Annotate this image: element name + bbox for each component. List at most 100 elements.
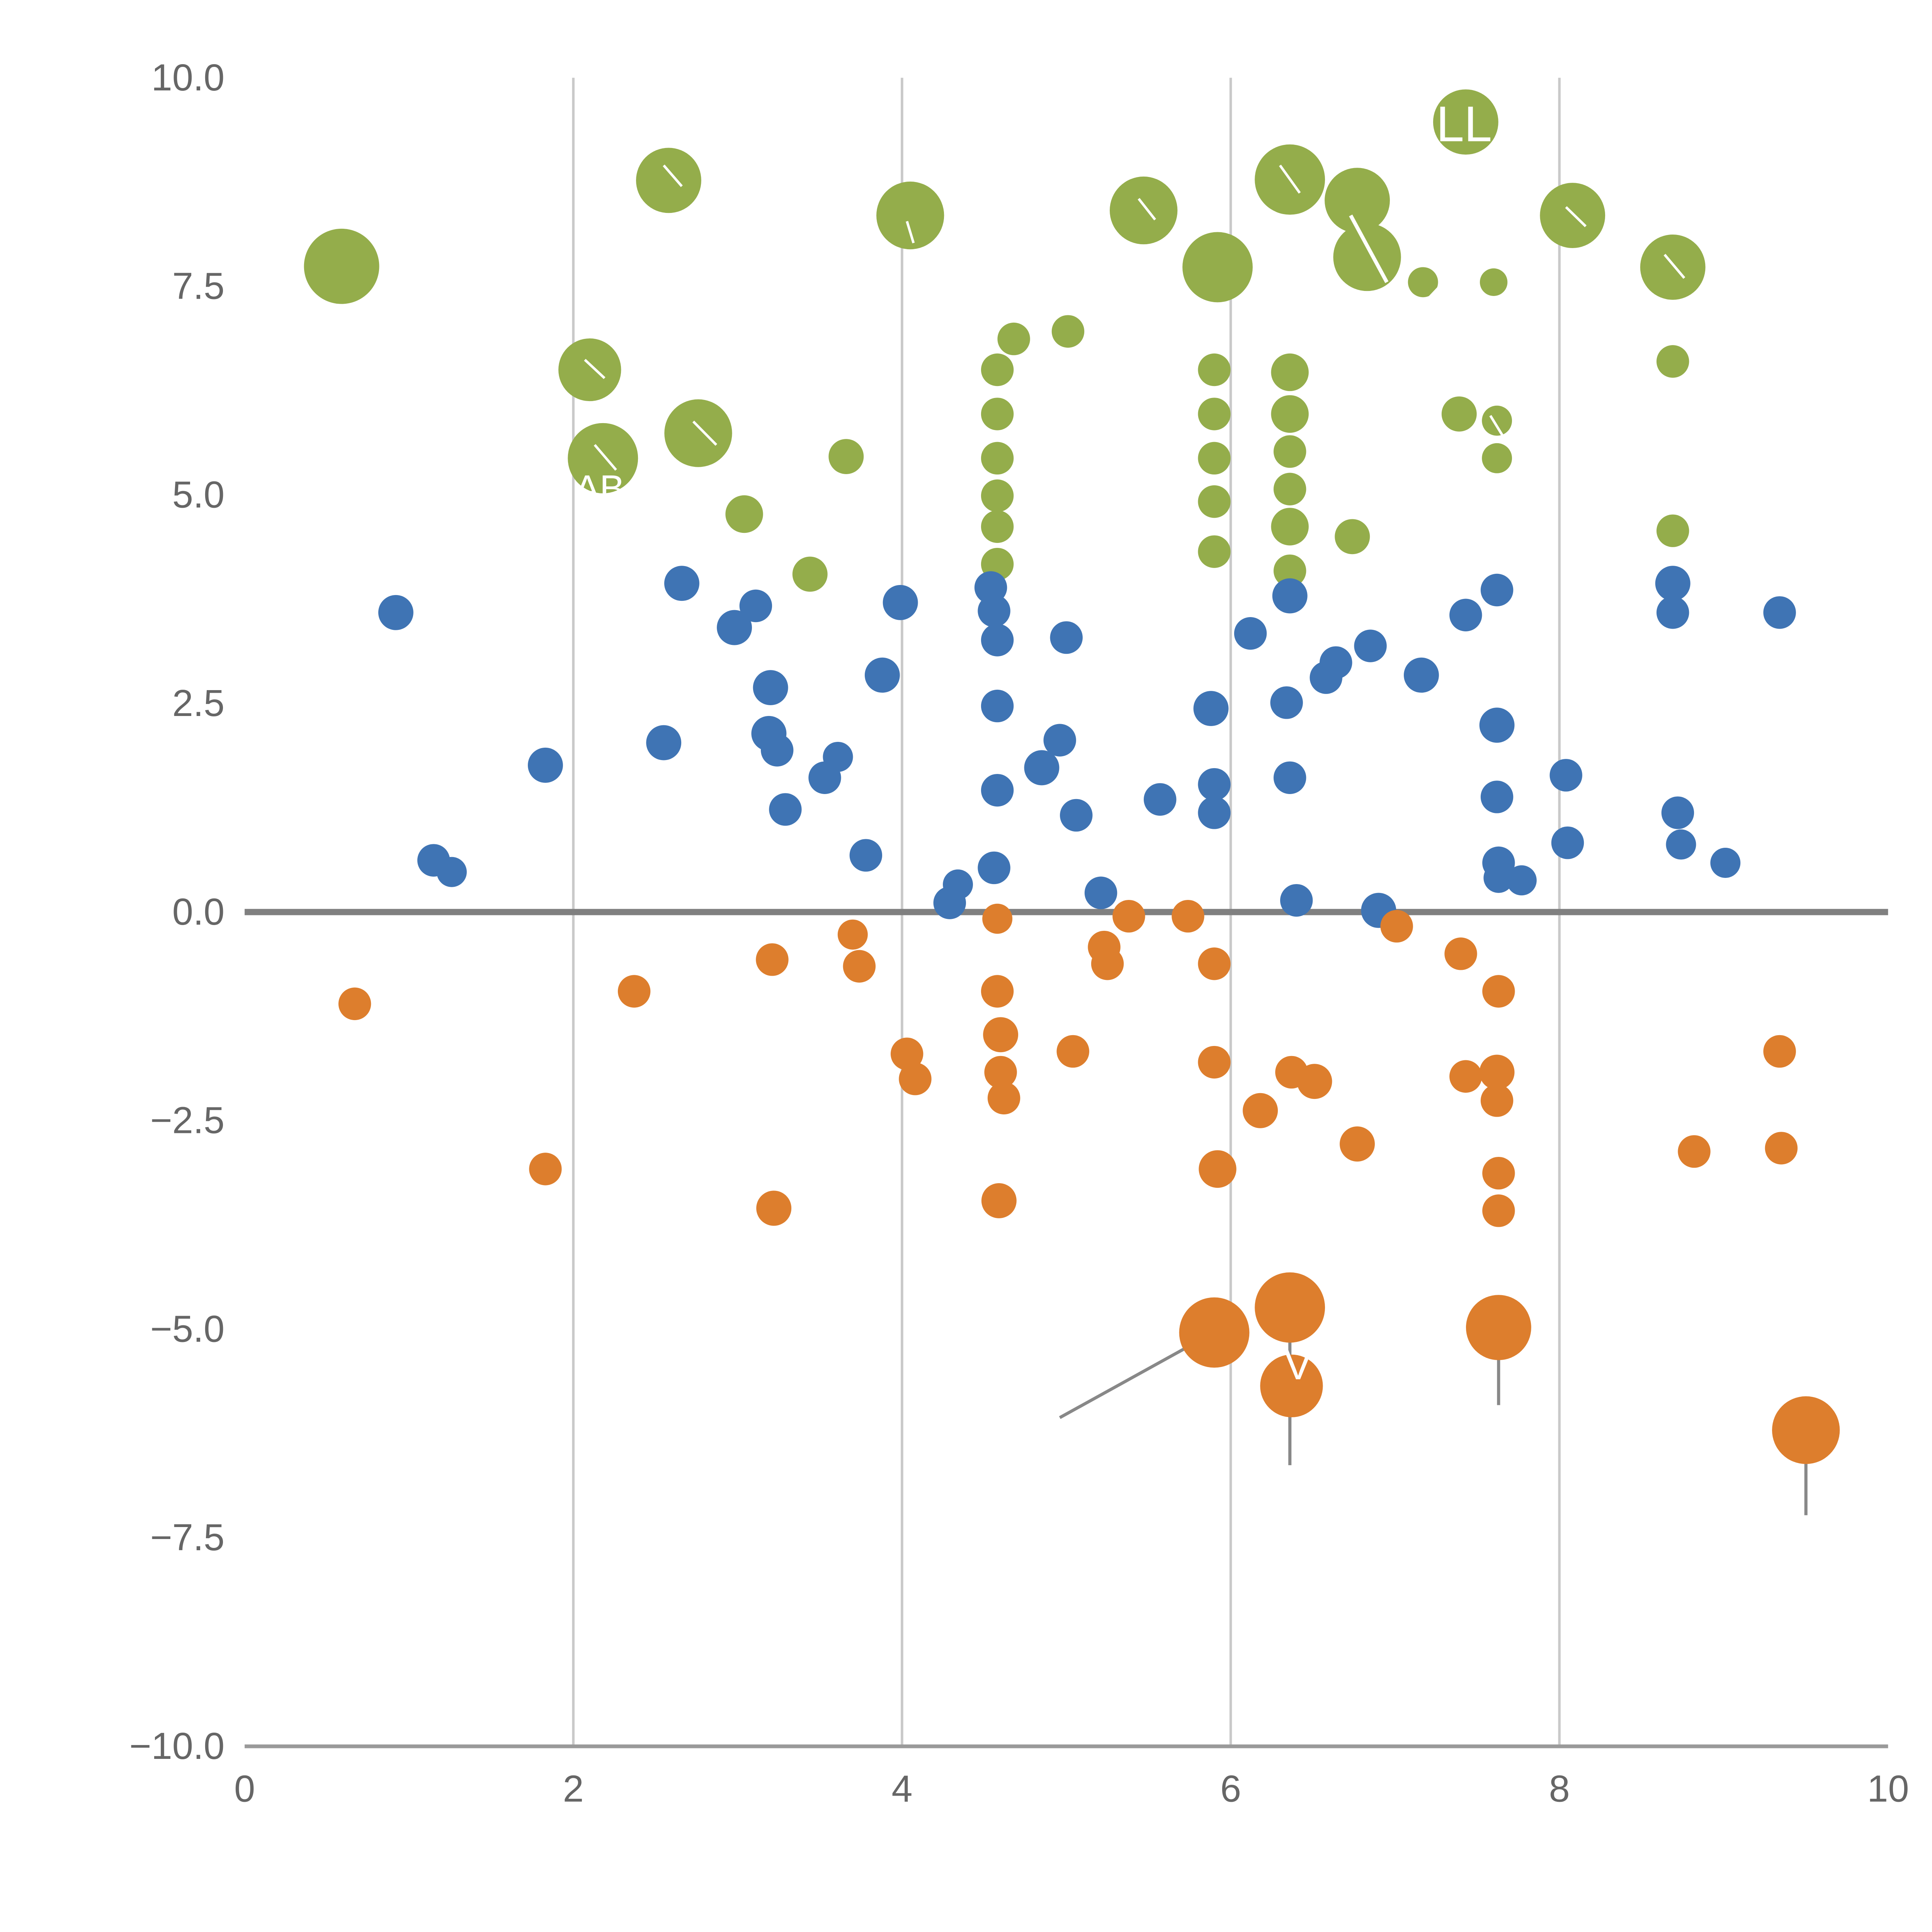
data-point-green-group bbox=[981, 510, 1014, 543]
data-point-orange-group bbox=[1482, 1156, 1515, 1190]
data-point-green-group bbox=[1198, 442, 1231, 475]
data-point-orange-group bbox=[981, 975, 1014, 1008]
data-point-blue-group bbox=[646, 725, 682, 760]
data-point-green-group bbox=[792, 556, 828, 592]
data-point-blue-group bbox=[1050, 621, 1083, 654]
data-point-green-group bbox=[876, 181, 944, 250]
data-point-blue-group bbox=[769, 793, 802, 826]
x-tick-label: 0 bbox=[234, 1767, 255, 1810]
data-point-blue-group bbox=[1710, 848, 1741, 878]
data-point-green-group bbox=[981, 479, 1014, 512]
data-point-green-group bbox=[1198, 398, 1231, 430]
data-point-blue-group bbox=[1280, 884, 1313, 917]
data-point-green-group bbox=[1335, 519, 1370, 554]
data-point-orange-group bbox=[1198, 947, 1231, 980]
y-tick-label: −10.0 bbox=[129, 1725, 224, 1767]
data-point-green-group bbox=[1182, 232, 1253, 303]
data-point-green-group bbox=[636, 148, 701, 213]
annotation-white-mark bbox=[1427, 275, 1451, 300]
x-tick-label: 2 bbox=[563, 1767, 584, 1810]
data-point-blue-group bbox=[1480, 573, 1514, 607]
data-point-green-group bbox=[981, 353, 1014, 386]
data-point-green-group bbox=[664, 399, 732, 467]
data-point-orange-group bbox=[1380, 910, 1413, 943]
data-point-orange-group bbox=[1482, 1194, 1515, 1227]
data-point-orange-group bbox=[983, 1017, 1019, 1053]
data-point-green-group bbox=[1273, 473, 1306, 505]
annotation-white-mark bbox=[692, 420, 718, 446]
data-point-green-group bbox=[1656, 514, 1689, 547]
data-point-orange-group bbox=[1340, 1126, 1375, 1162]
data-point-green-group bbox=[1433, 89, 1498, 155]
data-point-green-group bbox=[1271, 395, 1309, 433]
data-point-blue-group bbox=[981, 624, 1014, 656]
data-point-green-group bbox=[1198, 485, 1231, 518]
x-tick-label: 10 bbox=[1867, 1767, 1909, 1810]
data-point-blue-group bbox=[1656, 596, 1689, 629]
annotation-leader-line bbox=[1059, 1334, 1209, 1419]
data-point-green-group bbox=[568, 423, 638, 493]
data-point-orange-group bbox=[617, 975, 651, 1008]
data-point-blue-group bbox=[1483, 862, 1514, 893]
data-point-orange-group bbox=[1179, 1297, 1250, 1368]
data-point-blue-group bbox=[1043, 724, 1076, 757]
data-point-orange-group bbox=[890, 1037, 923, 1070]
data-point-blue-group bbox=[981, 689, 1014, 723]
data-point-orange-group bbox=[1482, 975, 1515, 1008]
data-point-orange-group bbox=[1198, 1046, 1231, 1079]
x-tick-label: 8 bbox=[1549, 1767, 1570, 1810]
data-point-orange-group bbox=[1765, 1132, 1798, 1165]
data-point-orange-group bbox=[837, 919, 868, 950]
data-point-orange-group bbox=[987, 1082, 1020, 1115]
data-point-orange-group bbox=[982, 903, 1013, 934]
data-point-blue-group bbox=[823, 742, 853, 772]
data-point-orange-group bbox=[1255, 1272, 1325, 1343]
data-point-green-group bbox=[1656, 345, 1689, 378]
data-point-orange-group bbox=[1091, 947, 1124, 980]
data-point-blue-group bbox=[664, 566, 699, 601]
data-point-blue-group bbox=[864, 657, 900, 693]
data-point-green-group bbox=[997, 322, 1030, 355]
annotation-label: LL bbox=[1436, 96, 1492, 152]
annotation-white-mark bbox=[1489, 415, 1515, 454]
annotation-white-mark bbox=[594, 444, 617, 471]
data-point-green-group bbox=[981, 442, 1014, 475]
data-point-orange-group bbox=[1772, 1396, 1840, 1464]
y-tick-label: −2.5 bbox=[150, 1099, 224, 1141]
annotation-label: AB bbox=[575, 468, 625, 510]
data-point-blue-group bbox=[1655, 566, 1690, 601]
data-point-orange-group bbox=[981, 1183, 1017, 1218]
data-point-green-group bbox=[828, 439, 864, 474]
data-point-blue-group bbox=[1551, 826, 1584, 859]
data-point-blue-group bbox=[943, 869, 973, 900]
data-point-blue-group bbox=[1763, 596, 1796, 629]
data-point-green-group bbox=[304, 228, 379, 304]
data-point-blue-group bbox=[1193, 691, 1229, 726]
data-point-blue-group bbox=[1234, 617, 1267, 650]
data-point-orange-group bbox=[338, 987, 371, 1020]
data-point-orange-group bbox=[1678, 1135, 1711, 1168]
annotation-white-mark bbox=[1138, 198, 1156, 221]
data-point-green-group bbox=[1540, 183, 1605, 248]
data-point-green-group bbox=[1271, 353, 1309, 391]
y-tick-label: −7.5 bbox=[150, 1516, 224, 1558]
data-point-blue-group bbox=[978, 851, 1010, 884]
data-point-blue-group bbox=[1060, 799, 1093, 832]
annotation-white-mark bbox=[1663, 253, 1685, 279]
data-point-orange-group bbox=[1112, 900, 1145, 933]
annotation-white-mark bbox=[1279, 165, 1301, 194]
data-point-orange-group bbox=[899, 1063, 932, 1095]
x-tick-label: 4 bbox=[891, 1767, 912, 1810]
data-point-orange-group bbox=[1172, 900, 1204, 933]
data-point-green-group bbox=[1325, 168, 1390, 233]
data-point-blue-group bbox=[1480, 781, 1514, 813]
data-point-blue-group bbox=[378, 595, 413, 630]
data-point-blue-group bbox=[978, 594, 1010, 628]
data-point-green-group bbox=[1480, 268, 1508, 296]
data-point-green-group bbox=[558, 338, 621, 401]
data-point-blue-group bbox=[1549, 759, 1582, 792]
data-point-blue-group bbox=[1354, 629, 1387, 662]
data-point-orange-group bbox=[529, 1153, 562, 1185]
data-point-green-group bbox=[981, 398, 1014, 430]
